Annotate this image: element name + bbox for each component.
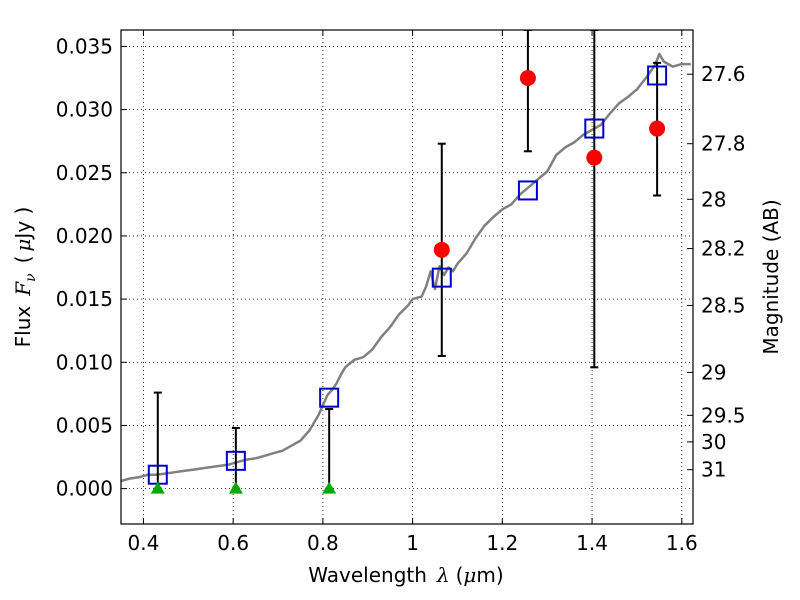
plot-frame — [120, 29, 694, 525]
y-tick-label: 0.030 — [56, 98, 113, 122]
y2-axis-label: Magnitude (AB) — [759, 199, 783, 354]
x-tick-label: 1 — [406, 531, 419, 555]
y2-tick-label: 27.6 — [701, 62, 746, 86]
model-band-flux-point — [319, 387, 340, 408]
observed-flux-point — [519, 70, 536, 87]
y-axis-label: FluxFν(μJy ) — [11, 207, 39, 348]
upper-limit-marker — [150, 481, 165, 494]
model-band-flux-point — [584, 118, 605, 139]
y2-tick-label: 29.5 — [701, 403, 746, 427]
x-tick-label: 1.4 — [576, 531, 608, 555]
y2-tick-label: 28.2 — [701, 237, 746, 261]
upper-limit-marker — [228, 481, 243, 494]
observed-flux-point — [433, 241, 450, 258]
model-band-flux-point — [225, 450, 246, 471]
y2-tick-label: 28.5 — [701, 293, 746, 317]
x-tick-label: 0.8 — [307, 531, 339, 555]
y-tick-label: 0.035 — [56, 34, 113, 58]
grid — [121, 30, 693, 524]
y2-tick-label: 27.8 — [701, 132, 746, 156]
y-tick-label: 0.015 — [56, 287, 113, 311]
y2-tick-label: 31 — [701, 458, 726, 482]
model-band-flux-point — [431, 267, 452, 288]
y-tick-label: 0.010 — [56, 350, 113, 374]
y2-tick-label: 30 — [701, 430, 726, 454]
upper-limit-marker — [322, 481, 337, 494]
y2-tick-label: 29 — [701, 360, 726, 384]
model-band-flux-point — [517, 180, 538, 201]
x-tick-label: 0.6 — [217, 531, 249, 555]
model-spectrum-line — [121, 52, 691, 483]
observed-flux-point — [586, 149, 603, 166]
y2-tick-label: 28 — [701, 187, 726, 211]
x-tick-label: 1.2 — [486, 531, 518, 555]
x-tick-label: 1.6 — [666, 531, 698, 555]
y-tick-label: 0.025 — [56, 161, 113, 185]
axes: 0.4 0.6 0.8 1 1.2 1.4 1.6 0.000 0.005 0.010 0.015 0… — [56, 29, 746, 555]
x-axis-label: Wavelength λ (μm) — [308, 563, 503, 587]
plot-area — [121, 30, 691, 494]
model-band-flux-point — [647, 65, 668, 86]
observed-flux-point — [649, 120, 666, 137]
y-tick-label: 0.005 — [56, 413, 113, 437]
y-tick-label: 0.000 — [56, 477, 113, 501]
x-tick-label: 0.4 — [128, 531, 160, 555]
y-tick-label: 0.020 — [56, 224, 113, 248]
